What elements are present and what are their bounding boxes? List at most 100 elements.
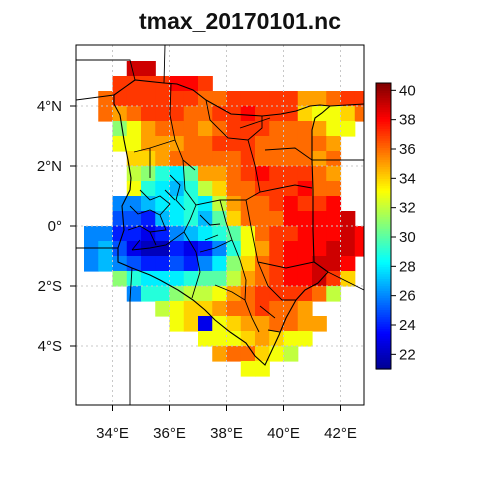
heat-cell <box>226 166 242 182</box>
y-axis: 4°N 2°N 0° 2°S 4°S <box>37 98 76 355</box>
heat-cell <box>212 211 228 227</box>
heat-cell <box>141 196 156 212</box>
colorbar-segment <box>376 290 391 294</box>
colorbar-segment <box>376 137 391 141</box>
heat-cell <box>155 76 171 92</box>
heat-cell <box>226 196 242 212</box>
heat-cell <box>326 211 342 227</box>
heat-cell <box>198 301 213 317</box>
colorbar-segment <box>376 254 391 258</box>
heat-cell <box>269 196 285 212</box>
heat-cell <box>354 91 364 107</box>
heat-cell <box>183 181 199 197</box>
heat-cell <box>312 286 327 302</box>
heat-cell <box>141 181 156 197</box>
colorbar-segment <box>376 321 391 325</box>
heat-cell <box>297 331 313 347</box>
colorbar-segment <box>376 149 391 153</box>
colorbar-segment <box>376 338 391 341</box>
colorbar-segment <box>376 185 391 189</box>
colorbar-segment <box>376 140 391 144</box>
heat-cell <box>326 226 342 242</box>
heat-cell <box>198 91 213 107</box>
heat-cell <box>255 106 270 122</box>
x-axis: 34°E 36°E 38°E 40°E 42°E <box>96 405 357 442</box>
heat-cell <box>269 211 285 227</box>
colorbar-segment <box>376 121 391 125</box>
heat-cell <box>326 91 342 107</box>
heat-cell <box>198 166 213 182</box>
colorbar-segment <box>376 268 391 272</box>
heat-cell <box>183 121 199 137</box>
colorbar-segment <box>376 128 391 132</box>
heat-cell <box>212 301 228 317</box>
heat-cell <box>98 241 114 257</box>
heatmap-cells <box>84 61 364 377</box>
heat-cell <box>240 271 256 287</box>
heat-cell <box>269 106 285 122</box>
heat-cell <box>340 91 356 107</box>
colorbar-segment <box>376 161 391 165</box>
heat-cell <box>141 106 156 122</box>
heat-cell <box>340 121 356 137</box>
heat-cell <box>126 196 142 212</box>
heat-cell <box>155 286 171 302</box>
heat-cell <box>255 166 270 182</box>
heat-cell <box>169 226 185 242</box>
colorbar-segment <box>376 90 391 94</box>
y-tick-label: 0° <box>48 218 62 235</box>
colorbar-segment <box>376 326 391 330</box>
heat-cell <box>340 211 356 227</box>
colorbar-segment <box>376 261 391 265</box>
heat-cell <box>269 301 285 317</box>
heat-cell <box>226 151 242 167</box>
heat-cell <box>255 331 270 347</box>
heat-cell <box>283 151 299 167</box>
heat-cell <box>141 76 156 92</box>
colorbar-segment <box>376 359 391 363</box>
colorbar-segment <box>376 102 391 106</box>
heat-cell <box>226 301 242 317</box>
x-tick-label: 38°E <box>210 425 243 442</box>
heat-cell <box>255 121 270 137</box>
colorbar-segment <box>376 97 391 101</box>
colorbar-segment <box>376 164 391 168</box>
colorbar-segment <box>376 361 391 365</box>
heat-cell <box>269 91 285 107</box>
heat-cell <box>126 151 142 167</box>
kenya-border <box>113 79 332 366</box>
colorbar-segment <box>376 133 391 137</box>
heat-cell <box>198 151 213 167</box>
colorbar-segment <box>376 349 391 353</box>
heat-cell <box>269 346 285 362</box>
heat-cell <box>297 196 313 212</box>
colorbar-segment <box>376 309 391 313</box>
heat-cell <box>255 136 270 152</box>
colorbar-segment <box>376 314 391 318</box>
colorbar-segment <box>376 283 391 287</box>
colorbar-frame <box>375 82 392 370</box>
colorbar-segment <box>376 233 391 237</box>
heat-cell <box>126 226 142 242</box>
heat-cell <box>141 121 156 137</box>
colorbar-segment <box>376 214 391 218</box>
heat-cell <box>326 166 342 182</box>
colorbar-tick-label: 32 <box>399 200 416 217</box>
heat-cell <box>212 331 228 347</box>
colorbar-tick-label: 28 <box>399 258 416 275</box>
colorbar-segment <box>376 307 391 311</box>
heat-cell <box>98 106 114 122</box>
colorbar-segment <box>376 249 391 253</box>
heat-cell <box>141 61 156 77</box>
heat-cell <box>226 181 242 197</box>
colorbar-segment <box>376 195 391 198</box>
heat-cell <box>283 346 299 362</box>
colorbar-segment <box>376 364 391 368</box>
heat-cell <box>183 136 199 152</box>
heat-cell <box>340 106 356 122</box>
colorbar-segment <box>376 247 391 251</box>
heat-cell <box>212 346 228 362</box>
colorbar-segment <box>376 190 391 194</box>
heat-cell <box>297 271 313 287</box>
colorbar-segment <box>376 209 391 213</box>
